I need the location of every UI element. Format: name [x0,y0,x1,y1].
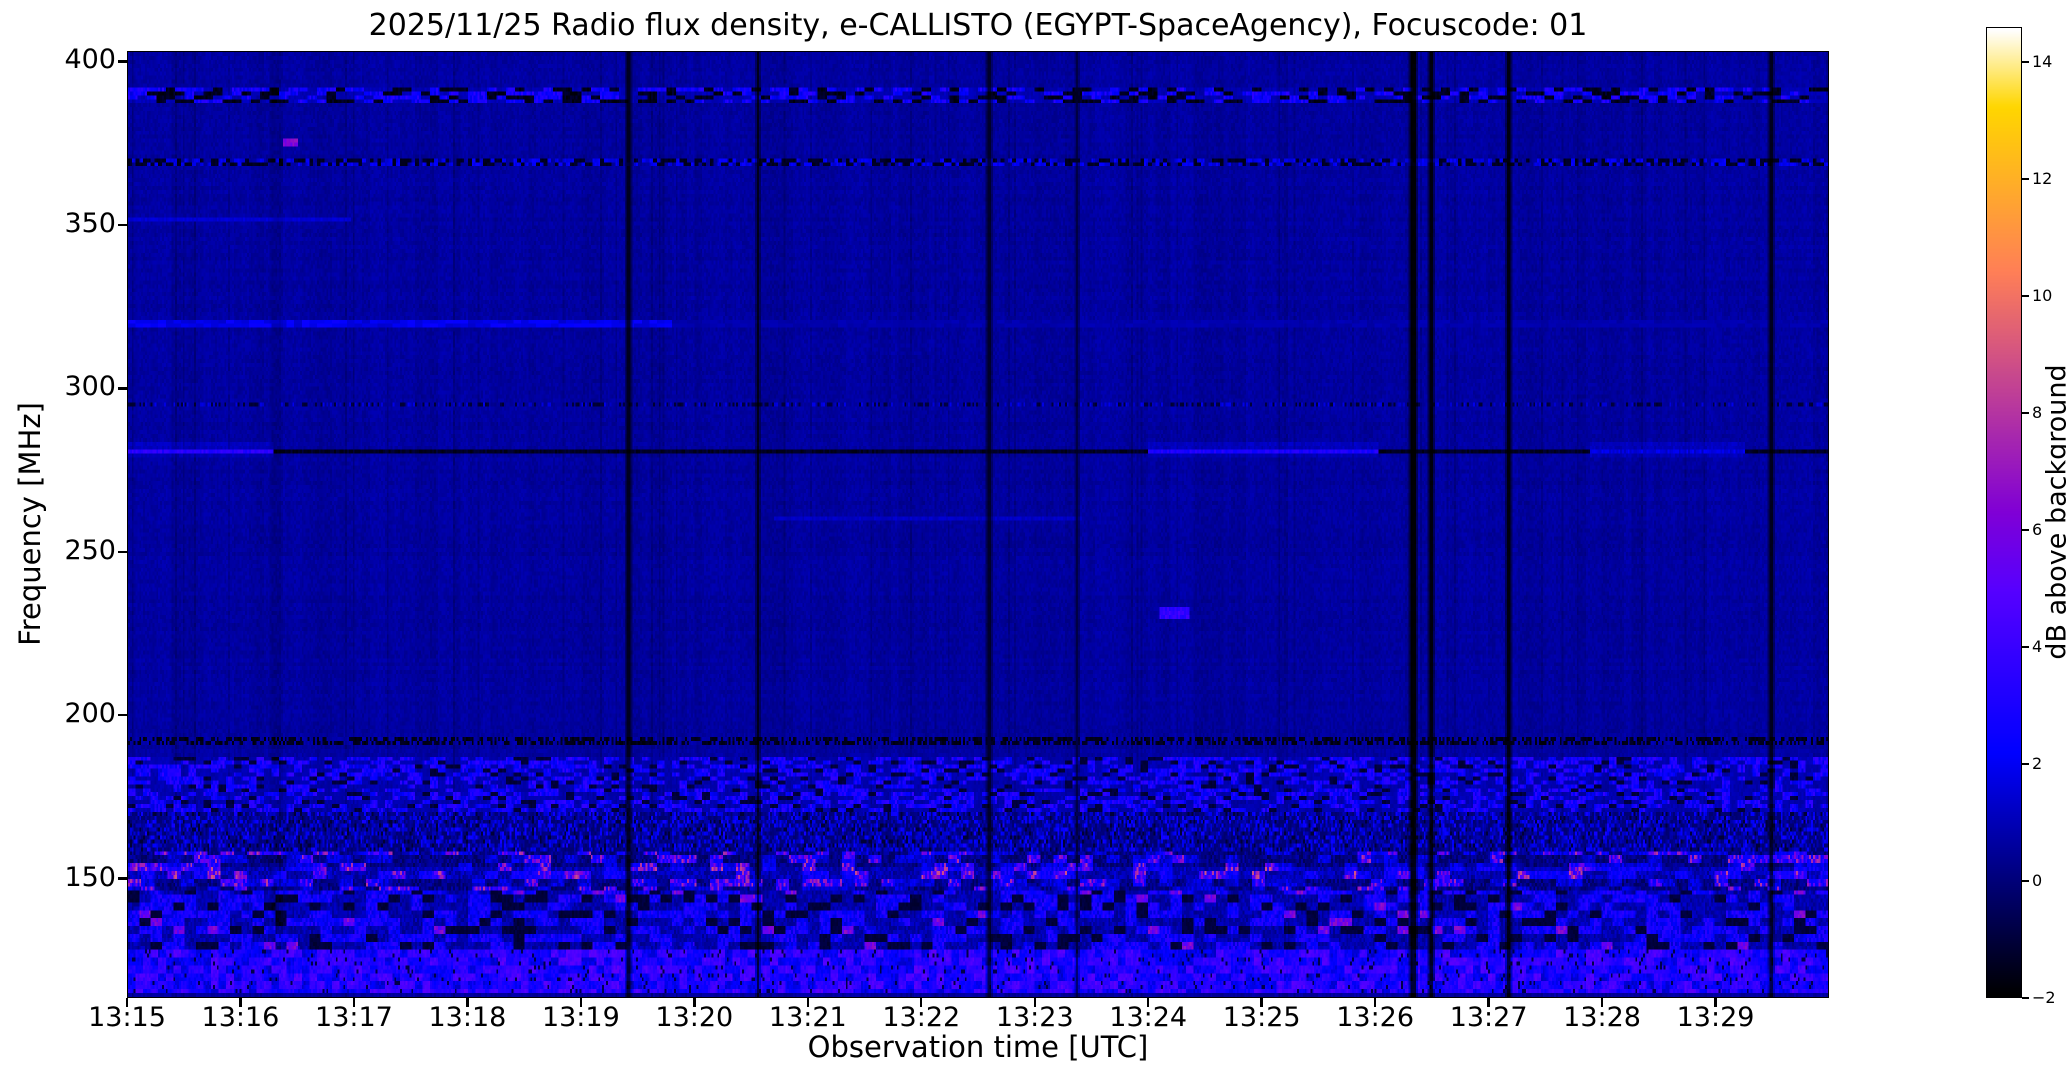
colorbar-tick-label: 14 [2032,52,2053,72]
x-tick-mark [1147,998,1150,1007]
x-tick-label: 13:22 [882,1002,961,1033]
x-tick-mark [1033,998,1036,1007]
x-tick-mark [1487,998,1490,1007]
x-tick-label: 13:15 [88,1002,166,1033]
colorbar-tick-label: −2 [2032,988,2056,1007]
x-tick-mark [466,998,469,1007]
x-tick-label: 13:19 [541,1002,620,1033]
colorbar-tick-mark [2022,295,2029,298]
y-tick-label: 150 [64,861,116,893]
colorbar-tick-mark [2022,178,2029,181]
x-tick-label: 13:24 [1109,1002,1188,1033]
x-tick-label: 13:29 [1676,1002,1755,1033]
x-tick-label: 13:21 [768,1002,847,1033]
colorbar-tick-mark [2022,763,2029,766]
x-tick-label: 13:16 [201,1002,280,1033]
x-tick-mark [239,998,242,1007]
x-tick-mark [1600,998,1604,1007]
x-tick-mark [1260,998,1263,1007]
x-tick-mark [125,998,129,1007]
x-tick-mark [1373,998,1377,1007]
y-tick-mark [118,714,127,717]
colorbar-tick-label: 4 [2032,637,2043,657]
y-axis-label: Frequency [MHz] [13,402,47,646]
y-tick-label: 200 [64,698,116,730]
x-tick-label: 13:28 [1563,1002,1641,1033]
x-tick-mark [579,998,583,1007]
x-tick-label: 13:18 [428,1002,507,1033]
colorbar-tick-mark [2022,646,2029,649]
colorbar-tick-label: 6 [2032,520,2043,540]
x-tick-mark [920,998,923,1007]
x-tick-mark [352,998,356,1007]
y-tick-label: 350 [64,207,116,239]
colorbar-canvas [1987,28,2021,997]
y-tick-mark [118,223,127,227]
colorbar [1986,27,2022,998]
colorbar-tick-mark [2022,61,2029,64]
x-tick-label: 13:26 [1336,1002,1415,1033]
y-tick-label: 400 [64,44,116,76]
x-tick-label: 13:17 [315,1002,393,1033]
colorbar-tick-mark [2022,529,2029,532]
colorbar-tick-label: 0 [2032,871,2043,890]
colorbar-tick-label: 8 [2032,403,2043,423]
x-tick-mark [693,998,696,1007]
colorbar-tick-mark [2022,412,2029,415]
x-axis-label: Observation time [UTC] [807,1030,1149,1064]
spectrogram-canvas [128,52,1828,997]
plot-area [127,51,1829,998]
colorbar-label: dB above background [2041,364,2066,660]
colorbar-tick-mark [2022,997,2029,999]
y-tick-label: 250 [64,534,116,566]
x-tick-label: 13:20 [655,1002,734,1033]
colorbar-tick-label: 12 [2032,169,2053,189]
x-tick-mark [1714,998,1717,1007]
y-tick-label: 300 [64,371,116,403]
y-tick-mark [118,387,127,390]
y-tick-mark [118,877,127,880]
y-tick-mark [118,550,127,553]
x-tick-label: 13:25 [1222,1002,1301,1033]
x-tick-label: 13:27 [1449,1002,1528,1033]
x-tick-mark [806,998,809,1007]
chart-title: 2025/11/25 Radio flux density, e-CALLIST… [368,8,1588,43]
colorbar-tick-label: 10 [2032,286,2053,306]
colorbar-tick-mark [2022,880,2029,882]
colorbar-tick-label: 2 [2032,754,2043,774]
y-tick-mark [118,60,127,63]
x-tick-label: 13:23 [995,1002,1074,1033]
